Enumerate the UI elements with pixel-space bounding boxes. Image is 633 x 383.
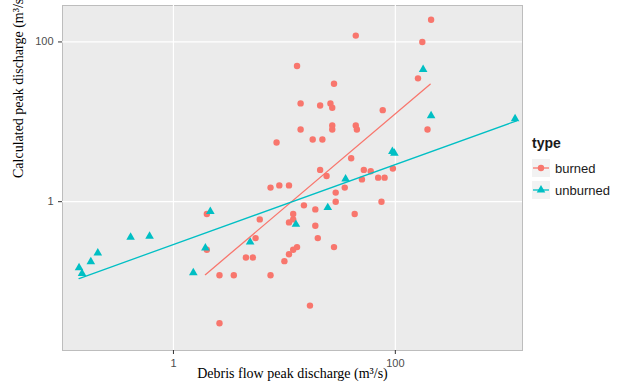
svg-text:Calculated peak discharge (m³/: Calculated peak discharge (m³/s) <box>11 0 27 178</box>
svg-text:1: 1 <box>47 195 53 207</box>
html-text:unburned: unburned <box>555 182 610 198</box>
svg-text:100: 100 <box>386 357 404 369</box>
svg-text:100: 100 <box>35 35 53 47</box>
svg-text:Debris flow peak discharge (m³: Debris flow peak discharge (m³/s) <box>197 366 388 382</box>
svg-text:1: 1 <box>170 357 176 369</box>
html-text:burned: burned <box>555 160 596 176</box>
html-text:type: type <box>532 135 561 151</box>
